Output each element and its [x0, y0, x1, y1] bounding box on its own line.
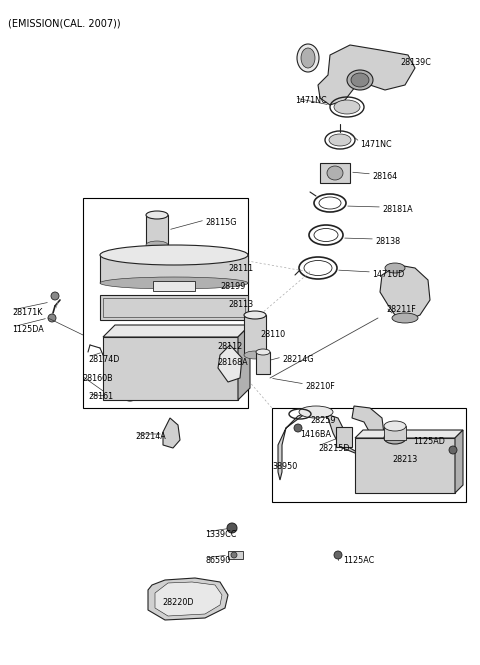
Text: 28181A: 28181A	[382, 205, 413, 214]
Ellipse shape	[244, 311, 266, 319]
Text: (EMISSION(CAL. 2007)): (EMISSION(CAL. 2007))	[8, 18, 120, 28]
Text: 28111: 28111	[228, 264, 253, 273]
Text: 28113: 28113	[228, 300, 253, 309]
Text: 28138: 28138	[375, 237, 400, 246]
Ellipse shape	[351, 73, 369, 87]
Circle shape	[449, 446, 457, 454]
Text: 28174D: 28174D	[88, 355, 120, 364]
Bar	[103, 298, 245, 317]
Bar	[228, 551, 243, 559]
Ellipse shape	[392, 313, 418, 323]
Circle shape	[48, 314, 56, 322]
Ellipse shape	[244, 351, 266, 359]
Bar	[244, 315, 266, 355]
Circle shape	[231, 552, 237, 558]
Ellipse shape	[329, 134, 351, 146]
Text: 1416BA: 1416BA	[300, 430, 331, 439]
Ellipse shape	[334, 100, 360, 114]
Ellipse shape	[347, 70, 373, 90]
Bar	[100, 255, 248, 283]
Polygon shape	[278, 406, 384, 480]
Text: 28164: 28164	[372, 172, 397, 181]
Text: 28110: 28110	[260, 330, 285, 339]
Text: 1125AD: 1125AD	[413, 437, 445, 446]
Text: 28259: 28259	[310, 416, 336, 425]
Ellipse shape	[327, 166, 343, 180]
Bar	[272, 408, 466, 502]
Bar	[384, 426, 406, 440]
Polygon shape	[103, 337, 238, 400]
Polygon shape	[455, 430, 463, 493]
Text: 28199: 28199	[220, 282, 245, 291]
Text: 28168A: 28168A	[217, 358, 248, 367]
Ellipse shape	[299, 406, 333, 418]
Ellipse shape	[146, 211, 168, 219]
Text: 28211F: 28211F	[386, 305, 416, 314]
Text: 38950: 38950	[272, 462, 297, 471]
Text: 28215D: 28215D	[318, 444, 349, 453]
Text: 86590: 86590	[205, 556, 230, 565]
Ellipse shape	[100, 245, 248, 265]
Ellipse shape	[384, 421, 406, 431]
Text: 28115G: 28115G	[205, 218, 237, 227]
Text: 1339CC: 1339CC	[205, 530, 236, 539]
Text: 1471NC: 1471NC	[360, 140, 392, 149]
Ellipse shape	[384, 432, 406, 444]
Bar	[146, 215, 168, 245]
Text: 1125AC: 1125AC	[343, 556, 374, 565]
Circle shape	[294, 424, 302, 432]
Ellipse shape	[100, 277, 248, 289]
Polygon shape	[318, 45, 415, 105]
Circle shape	[227, 523, 237, 533]
Polygon shape	[155, 582, 222, 616]
Ellipse shape	[256, 349, 270, 355]
Text: 1471UD: 1471UD	[372, 270, 404, 279]
Bar	[100, 295, 248, 320]
Ellipse shape	[146, 241, 168, 249]
Circle shape	[51, 292, 59, 300]
Polygon shape	[218, 345, 242, 382]
Text: 28213: 28213	[392, 455, 417, 464]
Text: 1125DA: 1125DA	[12, 325, 44, 334]
Ellipse shape	[385, 263, 405, 273]
Text: 28210F: 28210F	[305, 382, 335, 391]
Text: 28161: 28161	[88, 392, 113, 401]
Text: 1471NC: 1471NC	[295, 96, 326, 105]
Ellipse shape	[301, 48, 315, 68]
Text: 28214G: 28214G	[282, 355, 313, 364]
Bar	[336, 427, 352, 447]
Polygon shape	[148, 578, 228, 620]
Ellipse shape	[297, 44, 319, 72]
Text: 28220D: 28220D	[162, 598, 193, 607]
Text: 28214A: 28214A	[135, 432, 166, 441]
Polygon shape	[238, 325, 250, 400]
Polygon shape	[355, 430, 463, 438]
Text: 28112: 28112	[217, 342, 242, 351]
Bar	[355, 438, 455, 493]
Ellipse shape	[125, 395, 135, 401]
Polygon shape	[103, 325, 250, 337]
Bar	[256, 352, 270, 374]
Text: 28139C: 28139C	[400, 58, 431, 67]
Circle shape	[334, 551, 342, 559]
Text: 28171K: 28171K	[12, 308, 42, 317]
Bar	[153, 281, 195, 291]
Polygon shape	[380, 265, 430, 320]
Ellipse shape	[104, 387, 116, 397]
Text: 28160B: 28160B	[82, 374, 113, 383]
Bar	[320, 163, 350, 183]
Polygon shape	[163, 418, 180, 448]
Bar	[83, 198, 248, 408]
